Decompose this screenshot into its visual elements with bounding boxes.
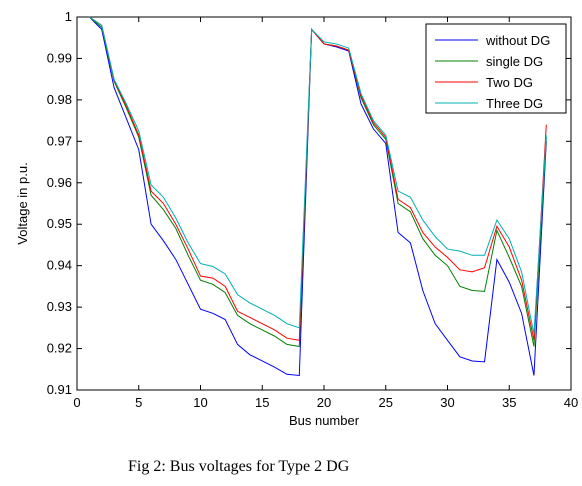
series-line-3: [89, 16, 547, 335]
x-tick-label: 40: [564, 395, 578, 410]
x-tick-label: 5: [135, 395, 142, 410]
x-tick-label: 35: [502, 395, 516, 410]
y-tick-label: 0.94: [47, 258, 72, 273]
y-tick-label: 0.98: [47, 92, 72, 107]
legend-label-3: Three DG: [486, 96, 543, 111]
x-tick-label: 20: [317, 395, 331, 410]
y-tick-label: 1: [65, 9, 72, 24]
legend-box: [425, 23, 567, 114]
x-axis-label: Bus number: [289, 413, 360, 428]
y-tick-label: 0.92: [47, 341, 72, 356]
y-tick-label: 0.91: [47, 382, 72, 397]
legend-label-0: without DG: [485, 33, 550, 48]
series-line-2: [89, 16, 547, 341]
y-tick-label: 0.96: [47, 175, 72, 190]
y-tick-label: 0.93: [47, 299, 72, 314]
series-lines: [88, 16, 547, 377]
axis-ticks: [76, 16, 572, 391]
y-tick-label: 0.99: [47, 50, 72, 65]
x-tick-label: 15: [255, 395, 269, 410]
caption-text: Fig 2: Bus voltages for Type 2 DG: [128, 458, 350, 475]
x-tick-label: 25: [379, 395, 393, 410]
x-tick-label: 30: [440, 395, 454, 410]
y-tick-label: 0.97: [47, 133, 72, 148]
bus-voltage-chart: 0 5 10 15 20 25 30 35 40 0.91 0.92 0.93 0.94 0.95 0.96…: [15, 9, 579, 428]
legend: without DG single DG Two DG Three DG: [425, 23, 567, 114]
y-tick-label: 0.95: [47, 216, 72, 231]
x-tick-label: 0: [73, 395, 80, 410]
y-axis-label: Voltage in p.u.: [15, 162, 30, 244]
x-tick-label: 10: [193, 395, 207, 410]
figure-caption: Fig 2: Bus voltages for Type 2 DG: [0, 458, 582, 476]
legend-label-1: single DG: [486, 54, 543, 69]
legend-label-2: Two DG: [486, 75, 533, 90]
tick-labels: 0 5 10 15 20 25 30 35 40 0.91 0.92 0.93 0.94 0.95 0.96…: [47, 9, 579, 410]
